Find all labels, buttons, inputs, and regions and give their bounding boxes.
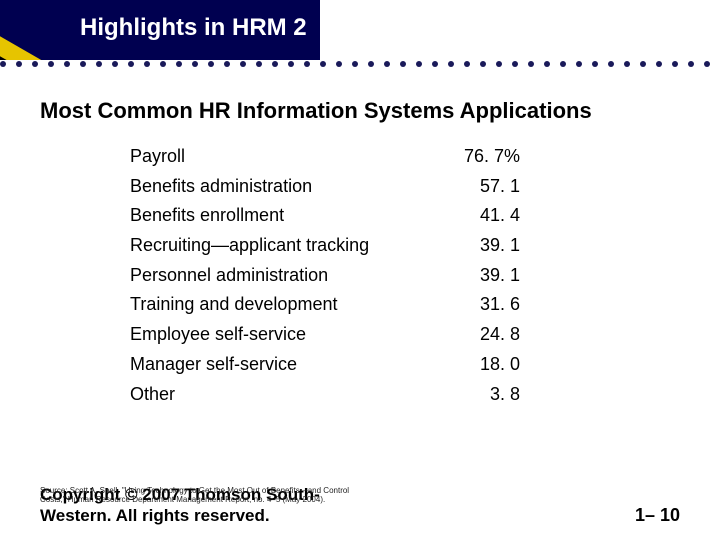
- row-label: Personnel administration: [130, 261, 440, 291]
- divider-dot: [80, 61, 86, 67]
- row-label: Benefits enrollment: [130, 201, 440, 231]
- row-label: Payroll: [130, 142, 440, 172]
- divider-dot: [240, 61, 246, 67]
- dotted-divider: [0, 60, 720, 68]
- divider-dot: [336, 61, 342, 67]
- table-row: Benefits administration57. 1: [130, 172, 680, 202]
- source-text: Source: Scott A. Snell, "Using Technolog…: [40, 486, 349, 505]
- row-value: 31. 6: [440, 290, 520, 320]
- header-curve: [320, 0, 380, 60]
- divider-dot: [48, 61, 54, 67]
- divider-dot: [256, 61, 262, 67]
- source-line2: Costs," Human Resource Department Manage…: [40, 495, 325, 504]
- copyright-line2: Western. All rights reserved.: [40, 506, 270, 525]
- divider-dot: [688, 61, 694, 67]
- divider-dot: [64, 61, 70, 67]
- divider-dot: [272, 61, 278, 67]
- divider-dot: [656, 61, 662, 67]
- divider-dot: [432, 61, 438, 67]
- divider-dot: [288, 61, 294, 67]
- divider-dot: [320, 61, 326, 67]
- row-label: Training and development: [130, 290, 440, 320]
- table-row: Recruiting—applicant tracking39. 1: [130, 231, 680, 261]
- divider-dot: [400, 61, 406, 67]
- table-row: Employee self-service24. 8: [130, 320, 680, 350]
- footer-left: Source: Scott A. Snell, "Using Technolog…: [40, 484, 320, 527]
- data-table: Payroll76. 7%Benefits administration57. …: [130, 142, 680, 409]
- divider-dot: [480, 61, 486, 67]
- row-value: 39. 1: [440, 261, 520, 291]
- divider-dot: [496, 61, 502, 67]
- divider-dot: [192, 61, 198, 67]
- table-row: Manager self-service18. 0: [130, 350, 680, 380]
- table-row: Benefits enrollment41. 4: [130, 201, 680, 231]
- slide-title: Highlights in HRM 2: [80, 14, 307, 42]
- divider-dot: [672, 61, 678, 67]
- header-band: Highlights in HRM 2: [0, 0, 720, 60]
- divider-dot: [112, 61, 118, 67]
- row-label: Other: [130, 380, 440, 410]
- main-heading: Most Common HR Information Systems Appli…: [40, 98, 680, 124]
- row-value: 41. 4: [440, 201, 520, 231]
- divider-dot: [384, 61, 390, 67]
- table-row: Personnel administration39. 1: [130, 261, 680, 291]
- content-area: Most Common HR Information Systems Appli…: [40, 98, 680, 409]
- table-row: Training and development31. 6: [130, 290, 680, 320]
- divider-dot: [160, 61, 166, 67]
- row-value: 39. 1: [440, 231, 520, 261]
- row-value: 3. 8: [440, 380, 520, 410]
- divider-dot: [144, 61, 150, 67]
- row-label: Benefits administration: [130, 172, 440, 202]
- row-value: 18. 0: [440, 350, 520, 380]
- table-row: Other 3. 8: [130, 380, 680, 410]
- divider-dot: [0, 61, 6, 67]
- row-label: Manager self-service: [130, 350, 440, 380]
- source-line1: Source: Scott A. Snell, "Using Technolog…: [40, 486, 349, 495]
- divider-dot: [512, 61, 518, 67]
- divider-dot: [624, 61, 630, 67]
- divider-dot: [32, 61, 38, 67]
- divider-dot: [608, 61, 614, 67]
- divider-dot: [176, 61, 182, 67]
- divider-dot: [224, 61, 230, 67]
- divider-dot: [576, 61, 582, 67]
- footer: Source: Scott A. Snell, "Using Technolog…: [40, 484, 680, 527]
- divider-dot: [16, 61, 22, 67]
- divider-dot: [544, 61, 550, 67]
- divider-dot: [528, 61, 534, 67]
- row-label: Recruiting—applicant tracking: [130, 231, 440, 261]
- row-value: 57. 1: [440, 172, 520, 202]
- row-value: 24. 8: [440, 320, 520, 350]
- divider-dot: [128, 61, 134, 67]
- divider-dot: [704, 61, 710, 67]
- divider-dot: [560, 61, 566, 67]
- row-value: 76. 7%: [440, 142, 520, 172]
- divider-dot: [368, 61, 374, 67]
- divider-dot: [304, 61, 310, 67]
- divider-dot: [96, 61, 102, 67]
- divider-dot: [464, 61, 470, 67]
- divider-dot: [352, 61, 358, 67]
- divider-dot: [208, 61, 214, 67]
- table-row: Payroll76. 7%: [130, 142, 680, 172]
- divider-dot: [640, 61, 646, 67]
- row-label: Employee self-service: [130, 320, 440, 350]
- divider-dot: [416, 61, 422, 67]
- divider-dot: [448, 61, 454, 67]
- page-number: 1– 10: [635, 505, 680, 526]
- divider-dot: [592, 61, 598, 67]
